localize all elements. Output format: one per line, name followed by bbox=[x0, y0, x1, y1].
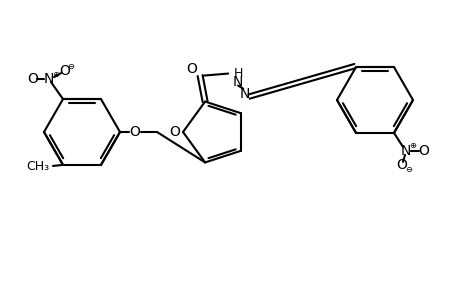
Text: ⊖: ⊖ bbox=[405, 165, 412, 174]
Text: O: O bbox=[28, 72, 39, 86]
Text: ⊖: ⊖ bbox=[67, 61, 74, 70]
Text: N: N bbox=[44, 72, 54, 86]
Text: ⊕: ⊕ bbox=[409, 141, 415, 150]
Text: O: O bbox=[59, 64, 70, 78]
Text: O: O bbox=[418, 144, 429, 158]
Text: N: N bbox=[400, 144, 410, 158]
Text: O: O bbox=[129, 125, 140, 139]
Text: CH₃: CH₃ bbox=[26, 160, 49, 173]
Text: O: O bbox=[396, 158, 407, 172]
Text: H: H bbox=[233, 67, 242, 80]
Text: ⊕: ⊕ bbox=[52, 70, 59, 79]
Text: N: N bbox=[240, 87, 250, 100]
Text: N: N bbox=[232, 75, 243, 88]
Text: O: O bbox=[169, 125, 180, 139]
Text: O: O bbox=[186, 61, 197, 76]
